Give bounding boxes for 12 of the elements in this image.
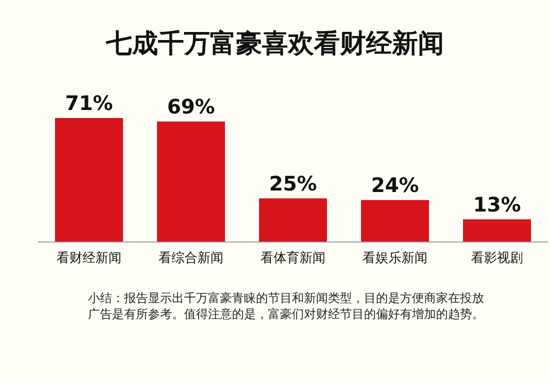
data-label: 71% — [65, 91, 113, 115]
title: 七成千万富豪喜欢看财经新闻 — [106, 29, 444, 59]
data-label: 24% — [371, 173, 419, 198]
x-tick-label: 看体育新闻 — [260, 250, 326, 266]
x-tick-label: 看娱乐新闻 — [362, 251, 428, 266]
x-tick-label: 看财经新闻 — [56, 251, 122, 266]
data-label: 25% — [269, 171, 317, 196]
data-label: 13% — [473, 192, 521, 216]
x-tick-label: 看综合新闻 — [158, 251, 224, 266]
text: 小结：报告显示出千万富豪青睐的节目和新闻类型，目的是方便商家在投放广告是有所参考。值得注意的是，富豪们对财经节目的偏好有增加的趋势。 — [88, 290, 485, 322]
data-label: 69% — [167, 94, 215, 118]
x-tick-label: 看影视剧 — [471, 251, 523, 266]
